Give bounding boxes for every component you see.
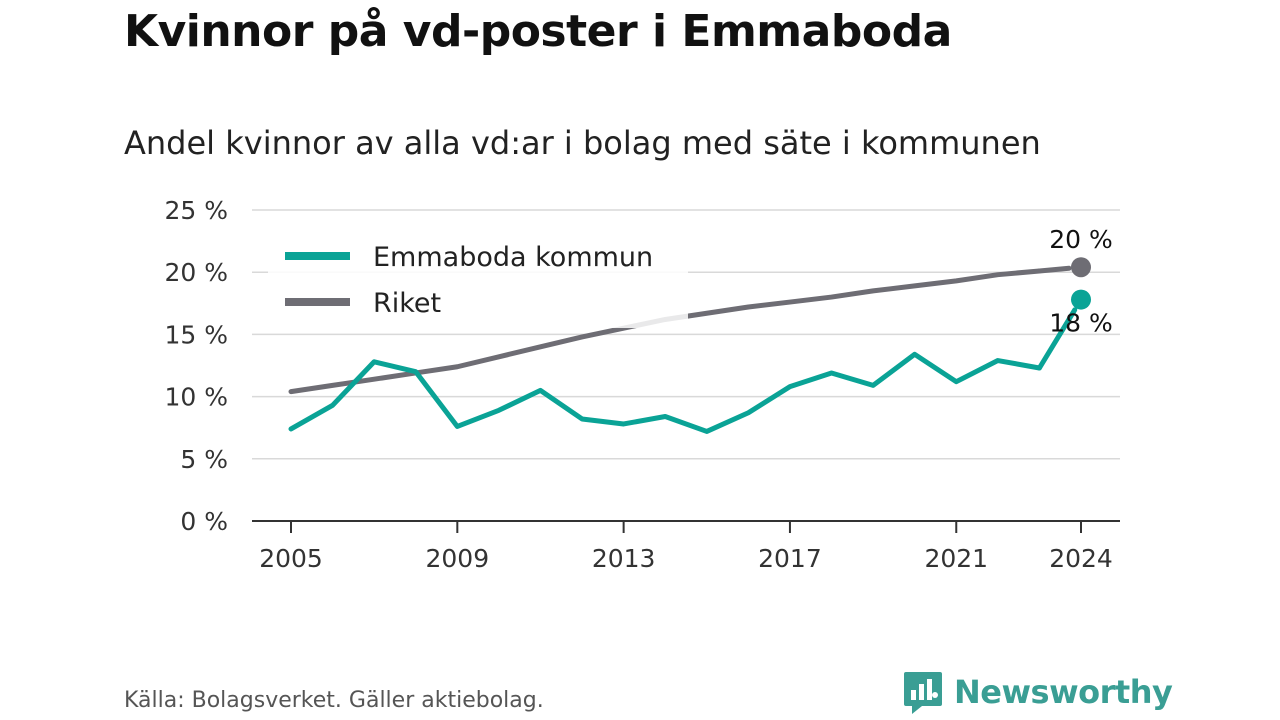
chart-title: Kvinnor på vd-poster i Emmaboda [124,6,952,57]
y-axis-ticks: 0 % 5 % 10 % 15 % 20 % 25 % [164,196,228,536]
end-labels: 20 % 18 % [1049,225,1113,337]
y-tick-label: 20 % [164,258,228,287]
end-label-emmaboda: 18 % [1049,309,1113,338]
x-tick-label: 2009 [426,544,490,573]
x-tick-label: 2024 [1049,544,1113,573]
legend: Emmaboda kommun Riket [268,232,688,328]
y-tick-label: 25 % [164,196,228,225]
x-tick-label: 2017 [758,544,822,573]
line-chart: 0 %5 %10 %15 %20 %25 % 2005 2009 2013 2017 2… [164,196,1120,573]
source-note: Källa: Bolagsverket. Gäller aktiebolag. [124,688,544,713]
legend-label: Emmaboda kommun [373,242,653,273]
y-tick-label: 10 % [164,383,228,412]
series-end-point [1071,257,1091,278]
x-tick-label: 2013 [592,544,656,573]
series-segment [1036,265,1072,274]
x-tick-label: 2005 [259,544,323,573]
newsworthy-logo-icon [904,672,942,714]
legend-background [268,232,688,328]
series-line-emmaboda [288,351,1042,434]
brand-name: Newsworthy [954,673,1173,711]
series-segment [1036,307,1078,371]
y-tick-label: 15 % [164,320,228,349]
legend-label: Riket [373,288,441,319]
x-axis: 2005 2009 2013 2017 2021 2024 [252,520,1120,573]
y-tick-label: 0 % [180,507,228,536]
series-end-point [1071,289,1091,310]
chart-subtitle: Andel kvinnor av alla vd:ar i bolag med … [124,124,1041,162]
y-tick-label: 5 % [180,445,228,474]
brand-logo: Newsworthy [902,670,1173,714]
x-tick-label: 2021 [924,544,988,573]
end-label-riket: 20 % [1049,225,1113,254]
